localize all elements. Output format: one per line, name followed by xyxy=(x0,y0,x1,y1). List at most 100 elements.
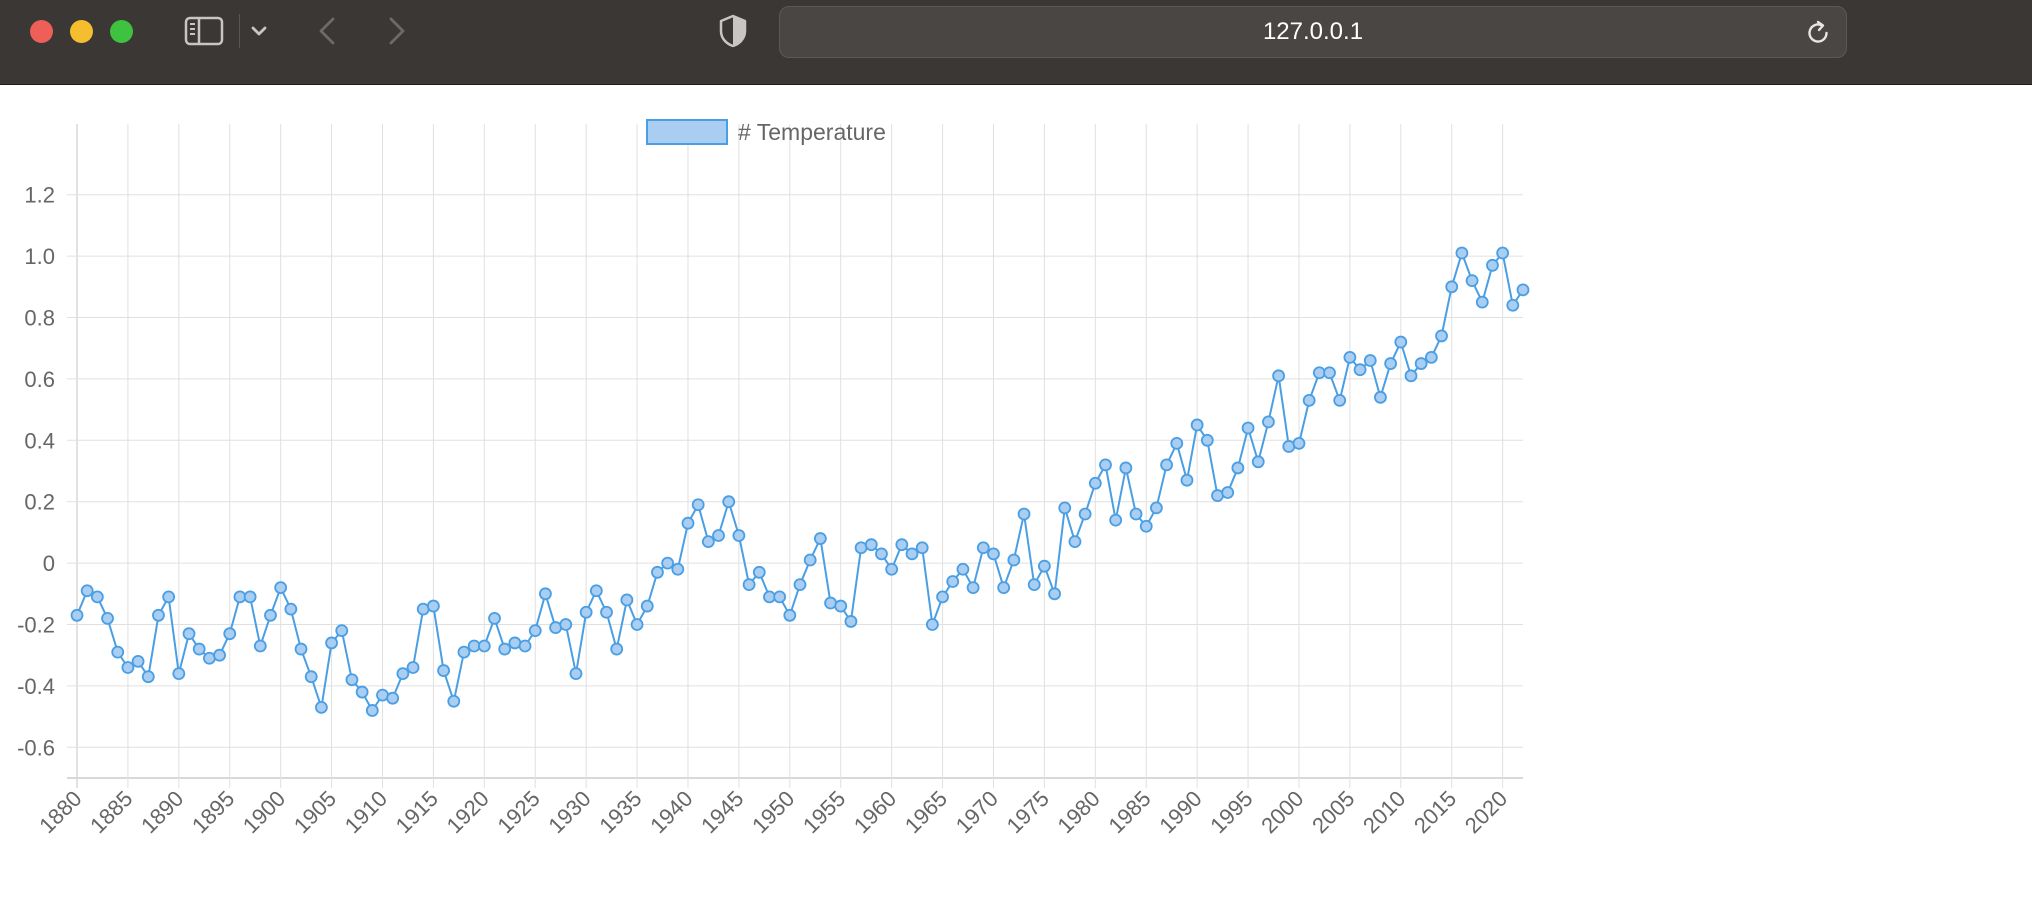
x-tick-label: 1945 xyxy=(696,786,748,838)
data-point xyxy=(498,642,512,656)
data-point xyxy=(1190,418,1204,432)
data-point xyxy=(559,618,573,631)
data-point xyxy=(355,685,369,699)
legend-swatch xyxy=(646,119,728,145)
data-point xyxy=(895,538,909,552)
reload-icon[interactable] xyxy=(1804,19,1832,47)
data-point xyxy=(1302,393,1316,407)
data-point xyxy=(589,584,603,598)
forward-arrow-icon[interactable] xyxy=(380,14,414,48)
chevron-down-icon[interactable] xyxy=(246,18,272,44)
data-point xyxy=(681,516,695,530)
data-point xyxy=(1475,295,1489,309)
data-point xyxy=(1435,329,1448,343)
data-point xyxy=(477,639,491,653)
data-point xyxy=(386,691,400,705)
data-point xyxy=(1241,421,1255,435)
x-tick-label: 1960 xyxy=(849,786,901,838)
data-point xyxy=(600,605,613,619)
x-tick-label: 1925 xyxy=(492,786,544,838)
address-bar[interactable]: 127.0.0.1 xyxy=(779,6,1847,58)
data-point xyxy=(1343,351,1357,364)
y-tick-label: 0.8 xyxy=(24,306,55,331)
url-text[interactable]: 127.0.0.1 xyxy=(1262,18,1364,45)
data-point xyxy=(1516,283,1530,297)
data-point xyxy=(1221,486,1235,499)
data-point xyxy=(101,611,114,625)
data-point xyxy=(579,605,593,619)
data-point xyxy=(1455,246,1469,260)
data-point xyxy=(722,495,736,509)
data-point xyxy=(528,624,542,638)
legend[interactable]: # Temperature xyxy=(646,119,886,145)
data-point xyxy=(131,654,145,668)
zoom-window-button[interactable] xyxy=(110,20,133,43)
data-points xyxy=(70,246,1530,717)
data-point xyxy=(905,547,919,561)
x-tick-label: 1980 xyxy=(1053,786,1105,838)
data-point xyxy=(182,627,196,641)
x-axis: 1880188518901895190019051910191519201925… xyxy=(34,786,1512,838)
x-tick-label: 2010 xyxy=(1358,786,1410,838)
data-point xyxy=(141,670,155,684)
legend-label: # Temperature xyxy=(738,119,886,145)
data-point xyxy=(1506,298,1520,312)
data-point xyxy=(1292,436,1306,450)
data-point xyxy=(1048,587,1061,601)
browser-titlebar: 127.0.0.1 xyxy=(0,0,2032,85)
data-point xyxy=(264,608,277,622)
data-point xyxy=(936,590,949,604)
x-tick-label: 1920 xyxy=(442,786,494,838)
data-point xyxy=(610,642,624,656)
data-point xyxy=(1129,507,1143,521)
data-point xyxy=(314,700,328,714)
data-point xyxy=(294,642,308,656)
y-axis: 1.2 1.0 0.8 0.6 0.4 0.2 0 -0.2 -0.4 -0.6 xyxy=(17,183,55,761)
data-point xyxy=(1027,578,1041,591)
data-point xyxy=(1374,390,1387,404)
data-point xyxy=(691,498,705,512)
data-point xyxy=(987,547,1000,561)
data-point xyxy=(1333,393,1347,407)
data-point xyxy=(427,599,440,613)
x-tick-label: 1950 xyxy=(747,786,799,838)
data-point xyxy=(569,667,583,681)
close-window-button[interactable] xyxy=(30,20,53,43)
data-point xyxy=(834,599,848,613)
x-tick-label: 1885 xyxy=(85,786,137,838)
data-point xyxy=(803,553,817,567)
x-tick-label: 1905 xyxy=(289,786,341,838)
data-point xyxy=(712,529,725,542)
data-point xyxy=(274,581,288,595)
minimize-window-button[interactable] xyxy=(70,20,93,43)
y-tick-label: 0.4 xyxy=(24,428,55,453)
data-point xyxy=(1251,455,1265,469)
x-tick-label: 1995 xyxy=(1205,786,1257,838)
data-point xyxy=(701,535,715,549)
data-point xyxy=(539,587,552,601)
data-point xyxy=(620,593,634,607)
x-tick-label: 1965 xyxy=(900,786,952,838)
data-point xyxy=(976,541,990,555)
data-point xyxy=(875,547,888,561)
data-point xyxy=(1119,461,1133,475)
data-point xyxy=(152,608,165,622)
y-tick-label: -0.2 xyxy=(17,613,55,638)
y-tick-label: -0.4 xyxy=(17,674,55,699)
data-point xyxy=(304,670,318,684)
x-tick-label: 1990 xyxy=(1154,786,1206,838)
data-point xyxy=(345,673,359,687)
data-point xyxy=(518,639,532,653)
data-point xyxy=(1017,507,1031,521)
data-point xyxy=(1496,246,1510,260)
back-arrow-icon[interactable] xyxy=(310,14,344,48)
data-point xyxy=(671,562,685,576)
data-point xyxy=(121,661,135,674)
shield-icon[interactable] xyxy=(716,13,750,49)
data-point xyxy=(752,565,766,579)
data-point xyxy=(1170,436,1184,450)
data-point xyxy=(885,562,899,576)
x-tick-label: 1915 xyxy=(391,786,443,838)
sidebar-icon[interactable] xyxy=(184,14,224,48)
data-point xyxy=(365,704,379,717)
